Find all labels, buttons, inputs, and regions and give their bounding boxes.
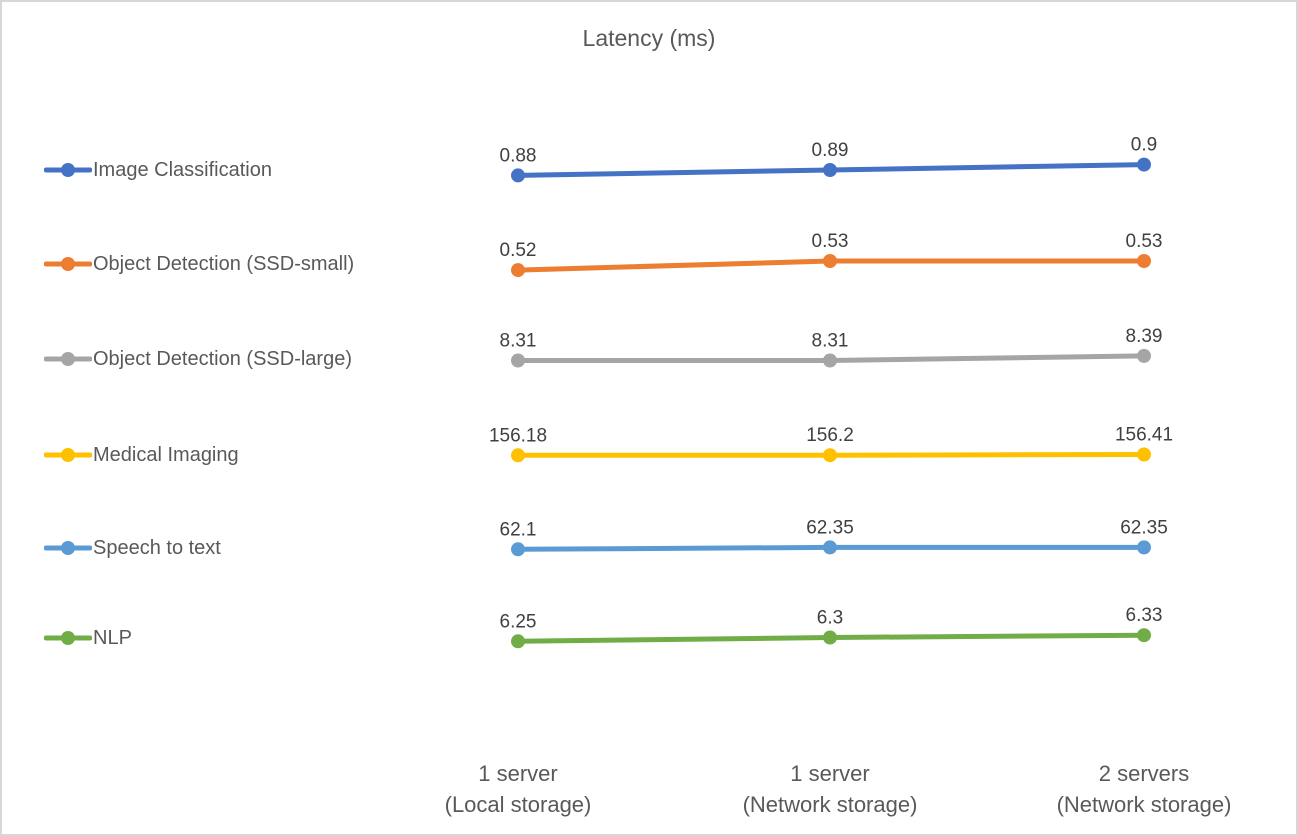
data-point-label: 156.41 (1115, 425, 1173, 446)
x-axis-category-line: (Network storage) (1056, 792, 1232, 817)
data-point-label: 0.53 (1126, 231, 1163, 252)
data-point-marker (1137, 348, 1151, 363)
legend-item: Medical Imaging (44, 442, 239, 468)
data-point-marker (1137, 157, 1151, 172)
data-point-marker (511, 353, 525, 368)
legend-line-marker-icon (44, 163, 92, 177)
data-point-marker (1137, 628, 1151, 643)
legend-line-marker-icon (44, 631, 92, 645)
legend-marker (61, 631, 75, 645)
legend-marker (61, 163, 75, 177)
data-point-marker (823, 353, 837, 368)
data-point-label: 8.39 (1126, 326, 1163, 347)
legend-item: Object Detection (SSD-large) (44, 346, 352, 372)
x-axis-category-line: 1 server (478, 761, 558, 786)
x-axis-category: 1 server (Network storage) (655, 758, 1005, 820)
x-axis-category-line: (Network storage) (742, 792, 918, 817)
data-point-label: 6.3 (817, 608, 843, 629)
legend-item: Image Classification (44, 157, 272, 183)
x-axis-category: 1 server (Local storage) (343, 758, 693, 820)
data-point-label: 156.2 (806, 425, 854, 446)
legend-marker (61, 541, 75, 555)
x-axis-category-line: 2 servers (1098, 761, 1190, 786)
legend-marker (61, 448, 75, 462)
legend-item: Speech to text (44, 535, 221, 561)
legend-label: NLP (93, 626, 132, 649)
data-point-label: 0.9 (1131, 135, 1157, 156)
chart-title: Latency (ms) (582, 25, 716, 51)
legend-label: Image Classification (93, 158, 272, 181)
data-point-marker (823, 163, 837, 177)
data-point-label: 6.33 (1126, 605, 1163, 626)
data-point-marker (511, 448, 525, 463)
legend-label: Medical Imaging (93, 443, 239, 466)
x-axis-category-line: 1 server (790, 761, 870, 786)
legend-line-marker-icon (44, 448, 92, 462)
x-axis-category: 2 servers (Network storage) (969, 758, 1296, 820)
data-point-marker (823, 448, 837, 463)
data-point-label: 62.1 (500, 519, 537, 540)
x-axis-category-line: (Local storage) (444, 792, 592, 817)
data-point-label: 8.31 (812, 331, 849, 352)
legend-line-marker-icon (44, 352, 92, 366)
data-point-label: 8.31 (500, 331, 537, 352)
data-point-label: 0.89 (812, 140, 849, 161)
data-point-marker (511, 263, 525, 278)
data-point-label: 0.52 (500, 240, 537, 261)
legend-label: Object Detection (SSD-small) (93, 252, 355, 275)
data-point-marker (511, 542, 525, 557)
data-point-marker (511, 168, 525, 183)
legend-line-marker-icon (44, 541, 92, 555)
legend-item: Object Detection (SSD-small) (44, 251, 354, 277)
data-point-label: 0.88 (500, 145, 537, 166)
legend-marker (61, 352, 75, 366)
data-point-label: 6.25 (500, 611, 537, 632)
data-point-label: 156.18 (489, 425, 547, 446)
legend-label: Speech to text (93, 536, 221, 559)
data-point-marker (823, 540, 837, 555)
data-point-marker (823, 630, 837, 645)
data-point-marker (823, 254, 837, 268)
legend-line-marker-icon (44, 257, 92, 271)
data-point-marker (1137, 540, 1151, 555)
data-point-marker (1137, 254, 1151, 268)
legend-item: NLP (44, 625, 132, 651)
data-point-marker (1137, 447, 1151, 462)
data-point-label: 62.35 (806, 517, 854, 538)
data-point-marker (511, 634, 525, 649)
data-point-label: 62.35 (1120, 517, 1168, 538)
data-point-label: 0.53 (812, 231, 849, 252)
legend-marker (61, 257, 75, 271)
legend-label: Object Detection (SSD-large) (93, 347, 352, 370)
